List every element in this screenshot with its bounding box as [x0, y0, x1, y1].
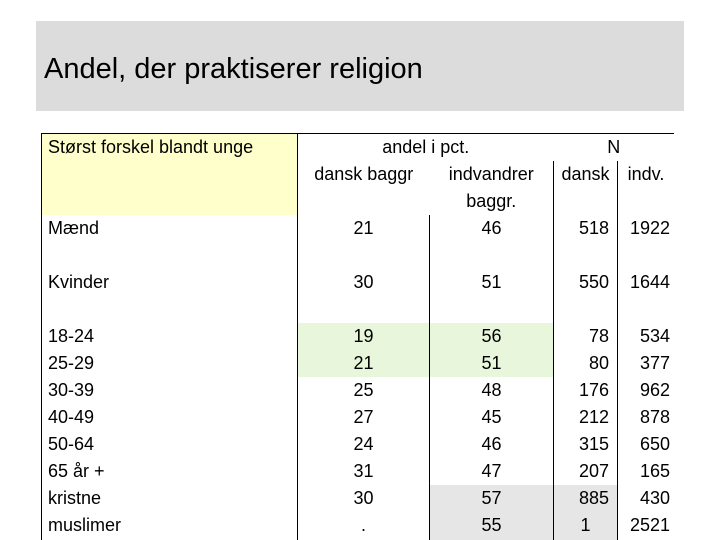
cell-indv-pct: 51 — [429, 269, 554, 323]
table-row: 40-49 27 45 212 878 — [41, 404, 674, 431]
cell-indv-pct: 46 — [429, 431, 554, 458]
cell-dansk-pct: 30 — [297, 269, 430, 323]
cell-dansk-pct: . — [297, 512, 430, 540]
table-row: 25-29 21 51 80 377 — [41, 350, 674, 377]
cell-dansk-pct: 21 — [297, 215, 430, 269]
cell-dansk-pct: 31 — [297, 458, 430, 485]
cell-n-indv: 878 — [617, 404, 674, 431]
table-container: Størst forskel blandt unge andel i pct. … — [41, 133, 674, 540]
cell-n-indv: 1922 — [617, 215, 674, 269]
header-indvandrer-baggr-label: indvandrer baggr. — [448, 164, 534, 211]
table-row: muslimer . 55 1 2521 — [41, 512, 674, 540]
cell-n-indv: 962 — [617, 377, 674, 404]
cell-n-dansk: 80 — [553, 350, 618, 377]
cell-n-dansk: 207 — [553, 458, 618, 485]
header-n-label: N — [607, 137, 621, 157]
cell-n-dansk: 550 — [553, 269, 618, 323]
row-label: 65 år + — [41, 458, 298, 485]
header-dansk-baggr-label: dansk baggr — [314, 164, 414, 184]
row-label: 25-29 — [41, 350, 298, 377]
slide-title: Andel, der praktiserer religion — [44, 53, 423, 85]
header-indv: indv. — [617, 161, 674, 215]
table-row: Kvinder 30 51 550 1644 — [41, 269, 674, 323]
row-label: Kvinder — [41, 269, 298, 323]
cell-dansk-pct: 30 — [297, 485, 430, 512]
cell-indv-pct: 45 — [429, 404, 554, 431]
cell-indv-pct: 47 — [429, 458, 554, 485]
cell-n-indv: 430 — [617, 485, 674, 512]
cell-dansk-pct: 24 — [297, 431, 430, 458]
cell-n-dansk: 212 — [553, 404, 618, 431]
table-row: Mænd 21 46 518 1922 — [41, 215, 674, 269]
row-label: muslimer — [41, 512, 298, 540]
header-dansk-baggr: dansk baggr — [298, 161, 430, 215]
cell-n-indv: 2521 — [617, 512, 674, 540]
header-dansk: dansk — [553, 161, 618, 215]
religion-table: Størst forskel blandt unge andel i pct. … — [41, 133, 674, 540]
header-indvandrer-baggr: indvandrer baggr. — [429, 161, 554, 215]
cell-dansk-pct: 25 — [297, 377, 430, 404]
cell-indv-pct: 57 — [429, 485, 554, 512]
corner-label-cell: Størst forskel blandt unge — [41, 133, 298, 215]
row-label: 30-39 — [41, 377, 298, 404]
cell-indv-pct: 46 — [429, 215, 554, 269]
header-pct-label: andel i pct. — [382, 137, 470, 157]
cell-indv-pct: 51 — [429, 350, 554, 377]
cell-n-dansk: 315 — [553, 431, 618, 458]
cell-n-indv: 165 — [617, 458, 674, 485]
table-row: 65 år + 31 47 207 165 — [41, 458, 674, 485]
cell-n-dansk: 1 — [553, 512, 618, 540]
cell-indv-pct: 48 — [429, 377, 554, 404]
header-indv-label: indv. — [627, 164, 665, 184]
cell-n-indv: 650 — [617, 431, 674, 458]
row-label: 18-24 — [41, 323, 298, 350]
row-label: 40-49 — [41, 404, 298, 431]
cell-n-dansk: 78 — [553, 323, 618, 350]
cell-n-indv: 377 — [617, 350, 674, 377]
cell-indv-pct: 55 — [429, 512, 554, 540]
cell-dansk-pct: 21 — [297, 350, 430, 377]
cell-dansk-pct: 19 — [297, 323, 430, 350]
table-row: 18-24 19 56 78 534 — [41, 323, 674, 350]
cell-n-dansk: 885 — [553, 485, 618, 512]
row-label: 50-64 — [41, 431, 298, 458]
cell-n-indv: 534 — [617, 323, 674, 350]
table-row: kristne 30 57 885 430 — [41, 485, 674, 512]
cell-n-dansk: 518 — [553, 215, 618, 269]
cell-indv-pct: 56 — [429, 323, 554, 350]
row-label: Mænd — [41, 215, 298, 269]
title-band: Andel, der praktiserer religion — [36, 21, 684, 111]
cell-dansk-pct: 27 — [297, 404, 430, 431]
row-label: kristne — [41, 485, 298, 512]
cell-n-indv: 1644 — [617, 269, 674, 323]
header-pct-group: andel i pct. — [297, 133, 554, 161]
table-row: 30-39 25 48 176 962 — [41, 377, 674, 404]
header-n-group: N — [553, 133, 674, 161]
header-dansk-label: dansk — [561, 164, 610, 184]
table-row: 50-64 24 46 315 650 — [41, 431, 674, 458]
corner-label: Størst forskel blandt unge — [48, 137, 254, 157]
cell-n-dansk: 176 — [553, 377, 618, 404]
